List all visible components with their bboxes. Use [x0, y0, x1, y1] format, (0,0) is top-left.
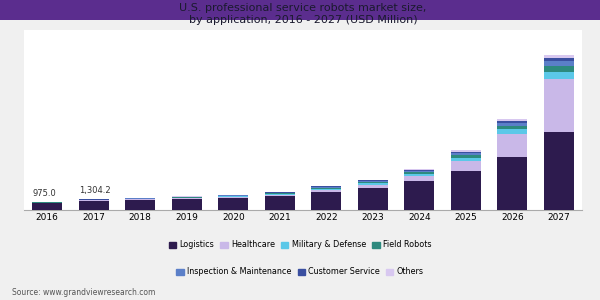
- Bar: [265, 193, 295, 194]
- Bar: [172, 199, 202, 210]
- Text: 1,304.2: 1,304.2: [79, 186, 110, 195]
- Bar: [172, 198, 202, 199]
- Bar: [544, 66, 574, 72]
- Legend: Inspection & Maintenance, Customer Service, Others: Inspection & Maintenance, Customer Servi…: [176, 268, 424, 277]
- Bar: [311, 192, 341, 210]
- Bar: [358, 185, 388, 188]
- Bar: [404, 176, 434, 181]
- Bar: [544, 58, 574, 62]
- Bar: [451, 171, 481, 210]
- Bar: [404, 170, 434, 171]
- Bar: [79, 200, 109, 201]
- Bar: [404, 169, 434, 170]
- Text: 975.0: 975.0: [32, 189, 56, 198]
- Bar: [451, 150, 481, 152]
- Bar: [404, 172, 434, 174]
- Bar: [265, 192, 295, 193]
- Bar: [265, 194, 295, 195]
- Bar: [125, 200, 155, 210]
- Title: U.S. professional service robots market size,
by application, 2016 - 2027 (USD M: U.S. professional service robots market …: [179, 4, 427, 25]
- Bar: [451, 158, 481, 161]
- Bar: [79, 201, 109, 210]
- Bar: [497, 126, 527, 129]
- Bar: [218, 196, 248, 197]
- Bar: [451, 155, 481, 158]
- Bar: [497, 157, 527, 210]
- Bar: [311, 188, 341, 189]
- Bar: [451, 153, 481, 155]
- Bar: [497, 123, 527, 126]
- Bar: [172, 197, 202, 198]
- Bar: [265, 195, 295, 196]
- Bar: [311, 189, 341, 190]
- Bar: [218, 198, 248, 210]
- Text: Source: www.grandviewresearch.com: Source: www.grandviewresearch.com: [12, 288, 155, 297]
- Bar: [218, 197, 248, 198]
- Bar: [311, 187, 341, 188]
- Bar: [218, 195, 248, 196]
- Bar: [404, 174, 434, 176]
- Bar: [311, 190, 341, 192]
- Bar: [358, 182, 388, 183]
- Bar: [404, 182, 434, 210]
- Bar: [497, 134, 527, 157]
- Bar: [358, 188, 388, 210]
- Bar: [451, 161, 481, 171]
- Bar: [497, 119, 527, 121]
- Bar: [544, 61, 574, 66]
- Bar: [265, 196, 295, 210]
- Bar: [544, 132, 574, 210]
- Bar: [451, 152, 481, 153]
- Bar: [358, 180, 388, 181]
- Bar: [497, 129, 527, 134]
- Bar: [544, 72, 574, 79]
- Legend: Logistics, Healthcare, Military & Defense, Field Robots: Logistics, Healthcare, Military & Defens…: [169, 241, 431, 250]
- Bar: [544, 55, 574, 58]
- Bar: [358, 183, 388, 185]
- Bar: [32, 203, 62, 210]
- Bar: [497, 121, 527, 123]
- Bar: [311, 186, 341, 187]
- Bar: [544, 79, 574, 132]
- Bar: [404, 171, 434, 172]
- Bar: [358, 181, 388, 182]
- Bar: [125, 199, 155, 200]
